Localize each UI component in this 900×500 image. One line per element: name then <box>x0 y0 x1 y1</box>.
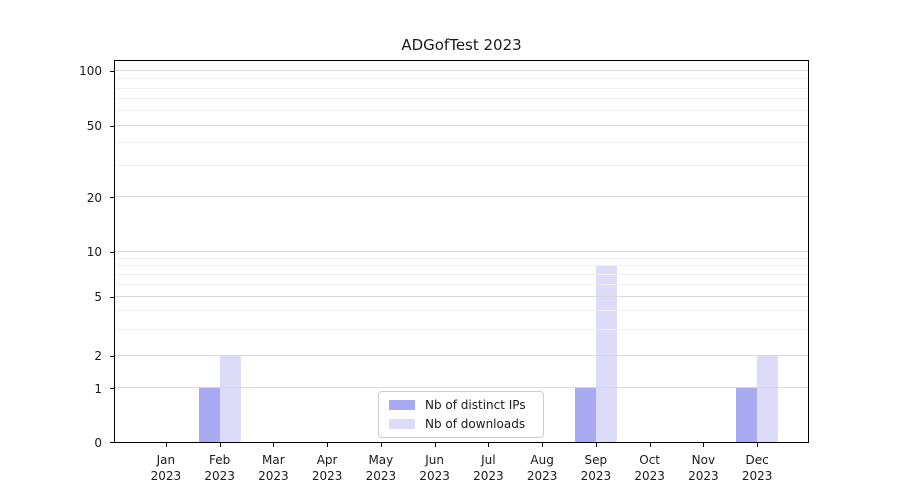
x-tick-mark <box>649 443 651 447</box>
y-tick-mark <box>110 355 114 357</box>
y-axis-tick-label: 2 <box>94 349 102 363</box>
x-axis-tick-label: Sep 2023 <box>580 453 612 484</box>
x-tick-mark <box>327 443 329 447</box>
x-tick-mark <box>595 443 597 447</box>
x-tick-mark <box>165 443 167 447</box>
major-gridline <box>115 295 808 297</box>
x-axis-tick-label: Nov 2023 <box>688 453 719 484</box>
y-tick-mark <box>110 125 114 127</box>
y-tick-mark <box>110 388 114 390</box>
plot-area <box>114 60 809 443</box>
x-tick-mark <box>703 443 705 447</box>
y-axis-tick-label: 100 <box>79 64 102 79</box>
major-gridline <box>115 250 808 252</box>
bars-layer <box>115 61 808 442</box>
minor-gridline <box>115 110 808 112</box>
legend: Nb of distinct IPs Nb of downloads <box>378 391 544 438</box>
x-axis-tick-label: Aug 2023 <box>526 453 558 484</box>
y-axis-tick-label: 1 <box>94 381 102 396</box>
x-axis-tick-label: Jul 2023 <box>473 453 504 484</box>
x-tick-mark <box>488 443 490 447</box>
major-gridline <box>115 69 808 71</box>
legend-label: Nb of distinct IPs <box>425 398 526 412</box>
x-axis-tick-label: Apr 2023 <box>311 453 343 484</box>
chart-title: ADGofTest 2023 <box>401 36 522 54</box>
y-tick-mark <box>110 70 114 72</box>
y-axis-tick-label: 0 <box>94 435 102 450</box>
minor-gridline <box>115 142 808 144</box>
major-gridline <box>115 196 808 198</box>
x-axis-tick-label: Jan 2023 <box>150 453 182 484</box>
minor-gridline <box>115 164 808 166</box>
x-tick-mark <box>434 443 436 447</box>
x-axis-tick-label: Jun 2023 <box>419 453 450 484</box>
minor-gridline <box>115 78 808 80</box>
x-tick-mark <box>380 443 382 447</box>
bar-downloads <box>219 355 241 442</box>
legend-item: Nb of distinct IPs <box>389 398 533 412</box>
minor-gridline <box>115 274 808 276</box>
x-axis-tick-label: Dec 2023 <box>741 453 773 484</box>
bar-downloads <box>757 355 779 442</box>
minor-gridline <box>115 328 808 330</box>
y-axis-tick-label: 10 <box>86 245 102 260</box>
legend-swatch <box>389 400 415 410</box>
y-axis-tick-label: 50 <box>86 119 102 134</box>
minor-gridline <box>115 284 808 286</box>
x-axis-tick-label: May 2023 <box>365 453 397 484</box>
bar-distinct-ips <box>574 388 596 442</box>
minor-gridline <box>115 87 808 89</box>
bar-distinct-ips <box>198 388 220 442</box>
y-axis-tick-label: 5 <box>94 290 102 305</box>
legend-label: Nb of downloads <box>425 417 526 431</box>
minor-gridline <box>115 265 808 267</box>
legend-swatch <box>389 419 415 429</box>
legend-item: Nb of downloads <box>389 417 533 431</box>
bar-distinct-ips <box>736 388 758 442</box>
x-tick-mark <box>273 443 275 447</box>
x-axis-tick-label: Mar 2023 <box>258 453 289 484</box>
y-axis-tick-label: 20 <box>86 190 102 205</box>
major-gridline <box>115 387 808 389</box>
x-tick-mark <box>542 443 544 447</box>
x-tick-mark <box>219 443 221 447</box>
y-tick-mark <box>110 251 114 253</box>
minor-gridline <box>115 257 808 259</box>
x-axis-tick-label: Oct 2023 <box>634 453 665 484</box>
y-tick-mark <box>110 442 114 443</box>
y-tick-mark <box>110 296 114 298</box>
major-gridline <box>115 124 808 126</box>
major-gridline <box>115 354 808 356</box>
gridlines-layer <box>115 61 808 442</box>
minor-gridline <box>115 310 808 312</box>
x-tick-mark <box>757 443 759 447</box>
bar-downloads <box>595 266 617 442</box>
x-axis-tick-label: Feb 2023 <box>204 453 235 484</box>
minor-gridline <box>115 98 808 100</box>
y-tick-mark <box>110 197 114 199</box>
